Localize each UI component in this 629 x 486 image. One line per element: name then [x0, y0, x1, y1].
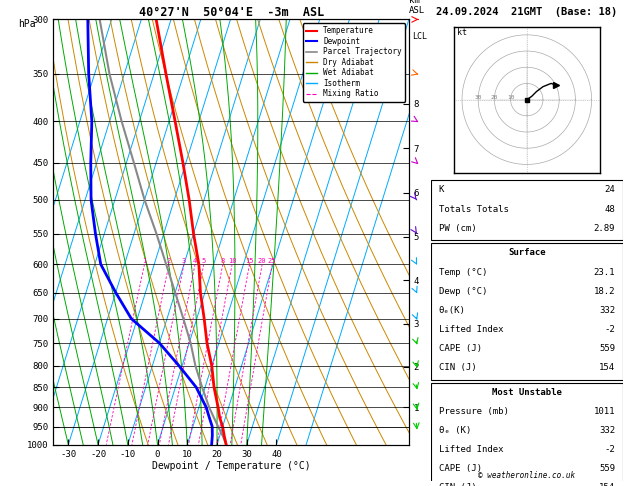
- Text: © weatheronline.co.uk: © weatheronline.co.uk: [478, 470, 576, 480]
- Text: Most Unstable: Most Unstable: [492, 388, 562, 397]
- X-axis label: Dewpoint / Temperature (°C): Dewpoint / Temperature (°C): [152, 461, 311, 471]
- Text: 332: 332: [599, 306, 615, 315]
- Text: 25: 25: [268, 258, 277, 264]
- Text: K: K: [438, 186, 444, 194]
- Bar: [431, 243, 623, 380]
- Text: θₑ (K): θₑ (K): [438, 426, 470, 435]
- Text: θₑ(K): θₑ(K): [438, 306, 465, 315]
- Text: Lifted Index: Lifted Index: [438, 325, 503, 334]
- Text: CIN (J): CIN (J): [438, 363, 476, 372]
- Text: 20: 20: [258, 258, 267, 264]
- Text: LCL: LCL: [413, 32, 427, 41]
- Text: Lifted Index: Lifted Index: [438, 445, 503, 454]
- Text: 18.2: 18.2: [594, 287, 615, 295]
- Text: Dewp (°C): Dewp (°C): [438, 287, 487, 295]
- Text: CAPE (J): CAPE (J): [438, 464, 482, 473]
- Text: Surface: Surface: [508, 248, 545, 258]
- Text: Totals Totals: Totals Totals: [438, 205, 508, 214]
- Text: -2: -2: [604, 445, 615, 454]
- Text: 154: 154: [599, 363, 615, 372]
- Bar: [431, 180, 623, 240]
- Text: 8: 8: [221, 258, 225, 264]
- Text: 332: 332: [599, 426, 615, 435]
- Text: 1011: 1011: [594, 407, 615, 416]
- Text: 2: 2: [167, 258, 171, 264]
- Text: -2: -2: [604, 325, 615, 334]
- Text: 2.89: 2.89: [594, 224, 615, 233]
- Text: kt: kt: [457, 28, 467, 37]
- Text: CAPE (J): CAPE (J): [438, 344, 482, 353]
- Text: 559: 559: [599, 464, 615, 473]
- Text: 30: 30: [474, 95, 482, 100]
- Text: 154: 154: [599, 484, 615, 486]
- Text: 24.09.2024  21GMT  (Base: 18): 24.09.2024 21GMT (Base: 18): [436, 7, 618, 17]
- Text: 559: 559: [599, 344, 615, 353]
- Text: Temp (°C): Temp (°C): [438, 267, 487, 277]
- Text: hPa: hPa: [18, 19, 36, 30]
- Text: 1: 1: [142, 258, 147, 264]
- Text: 20: 20: [491, 95, 498, 100]
- Text: Pressure (mb): Pressure (mb): [438, 407, 508, 416]
- Text: 10: 10: [507, 95, 515, 100]
- Text: 3: 3: [182, 258, 186, 264]
- Text: 4: 4: [193, 258, 197, 264]
- Text: 15: 15: [245, 258, 253, 264]
- Bar: [431, 383, 623, 486]
- Title: 40°27'N  50°04'E  -3m  ASL: 40°27'N 50°04'E -3m ASL: [138, 6, 324, 19]
- Text: 48: 48: [604, 205, 615, 214]
- Text: 5: 5: [202, 258, 206, 264]
- Text: CIN (J): CIN (J): [438, 484, 476, 486]
- Text: PW (cm): PW (cm): [438, 224, 476, 233]
- Text: 24: 24: [604, 186, 615, 194]
- Text: 10: 10: [228, 258, 237, 264]
- Legend: Temperature, Dewpoint, Parcel Trajectory, Dry Adiabat, Wet Adiabat, Isotherm, Mi: Temperature, Dewpoint, Parcel Trajectory…: [303, 23, 405, 102]
- Text: 23.1: 23.1: [594, 267, 615, 277]
- Text: km
ASL: km ASL: [409, 0, 425, 15]
